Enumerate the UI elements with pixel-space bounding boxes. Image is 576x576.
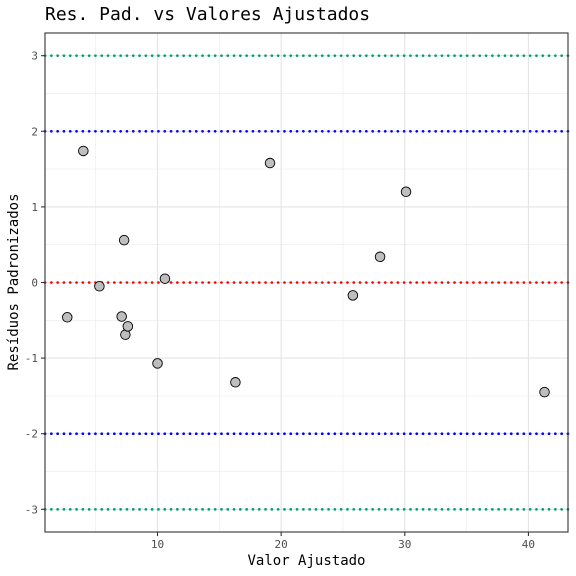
x-tick-label: 20: [275, 538, 288, 551]
x-tick-label: 10: [151, 538, 164, 551]
y-tick-label: -3: [25, 503, 38, 516]
x-axis-title: Valor Ajustado: [247, 553, 365, 569]
data-point: [94, 281, 105, 292]
y-tick-label: 2: [31, 125, 38, 138]
data-point: [400, 186, 412, 198]
data-point: [116, 311, 127, 322]
data-point: [264, 157, 276, 169]
y-tick-label: -1: [25, 352, 38, 365]
data-point: [78, 145, 89, 157]
data-point: [347, 290, 359, 301]
plot-panel: [43, 32, 570, 533]
y-tick-label: 3: [31, 50, 38, 63]
data-point: [159, 273, 171, 284]
data-point: [152, 358, 163, 369]
y-tick-label: -2: [25, 428, 38, 441]
y-tick-label: 1: [31, 201, 38, 214]
data-point: [374, 251, 386, 263]
chart-title: Res. Pad. vs Valores Ajustados: [45, 4, 370, 25]
data-point: [118, 234, 130, 246]
x-tick-label: 30: [398, 538, 411, 551]
data-point: [62, 312, 73, 323]
data-point: [122, 321, 134, 332]
y-tick-label: 0: [31, 277, 38, 290]
x-tick-label: 40: [522, 538, 535, 551]
data-point: [539, 386, 550, 398]
data-point: [230, 377, 241, 388]
y-axis-title: Resíduos Padronizados: [6, 193, 22, 370]
